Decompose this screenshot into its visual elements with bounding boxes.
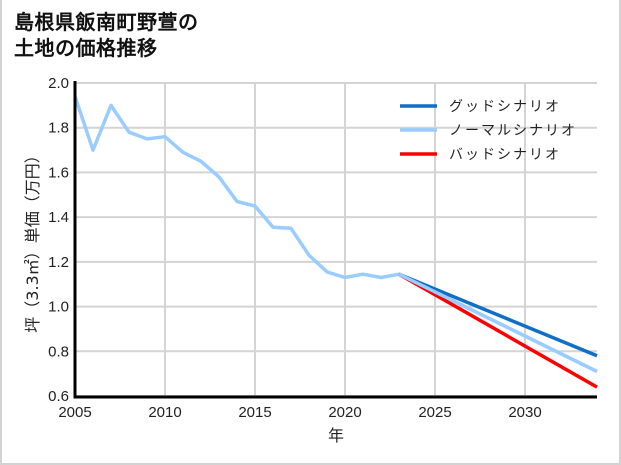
y-tick-label: 1.6 — [48, 164, 69, 181]
y-tick-label: 1.0 — [48, 299, 69, 316]
x-tick-label: 2010 — [148, 404, 181, 421]
tick-labels: 0.6 0.8 1.0 1.2 1.4 1.6 1.8 2.0 2005 2010 2015 2020… — [48, 75, 542, 421]
legend-label: グッドシナリオ — [449, 99, 561, 115]
y-tick-label: 1.8 — [48, 120, 69, 137]
y-tick-label: 1.2 — [48, 254, 69, 271]
series-line — [398, 272, 598, 389]
y-tick-label: 2.0 — [48, 75, 69, 92]
chart-title: 島根県飯南町野萱の 土地の価格推移 — [14, 9, 199, 61]
legend-label: バッドシナリオ — [449, 147, 561, 163]
x-tick-label: 2030 — [508, 404, 541, 421]
y-axis-label: 坪（3.3㎡）単価（万円） — [23, 147, 42, 332]
legend-label: ノーマルシナリオ — [449, 123, 577, 139]
x-tick-label: 2005 — [58, 404, 91, 421]
x-tick-label: 2020 — [328, 404, 361, 421]
axes — [73, 81, 597, 399]
data-series — [73, 95, 598, 389]
y-tick-label: 0.8 — [48, 343, 69, 360]
x-tick-label: 2015 — [238, 404, 271, 421]
x-axis-label: 年 — [328, 426, 344, 445]
y-tick-label: 1.4 — [48, 209, 69, 226]
chart-title-line2: 土地の価格推移 — [14, 36, 158, 60]
series-line — [398, 272, 598, 358]
series-line — [73, 95, 598, 373]
y-tick-label: 0.6 — [48, 388, 69, 405]
series-line-normal-forecast — [398, 272, 598, 373]
x-tick-label: 2025 — [418, 404, 451, 421]
chart-title-line1: 島根県飯南町野萱の — [14, 10, 199, 34]
